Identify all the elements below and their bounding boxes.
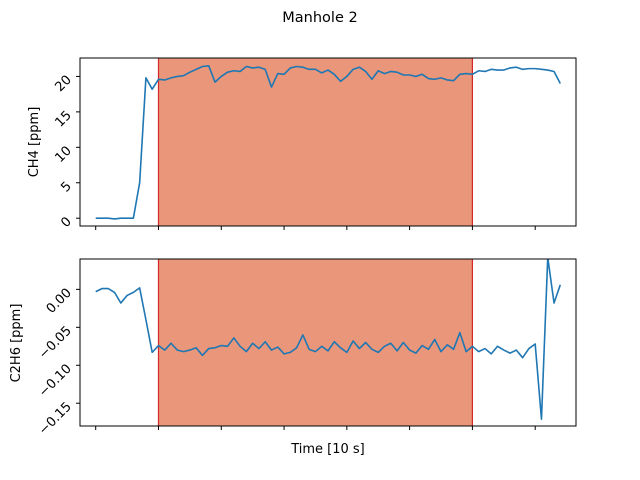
c2h6-axes-frame xyxy=(79,258,577,427)
ch4-highlight-span xyxy=(158,58,473,226)
figure-title: Manhole 2 xyxy=(282,10,357,26)
c2h6-highlight-span xyxy=(158,259,473,426)
ch4-series-line xyxy=(95,65,562,220)
c2h6-y-axis-label: C2H6 [ppm] xyxy=(9,304,24,383)
ch4-axes-frame xyxy=(79,57,577,227)
c2h6-series-line xyxy=(95,259,562,420)
x-axis-label: Time [10 s] xyxy=(290,442,365,457)
ch4-y-axis-label: CH4 [ppm] xyxy=(27,107,42,178)
